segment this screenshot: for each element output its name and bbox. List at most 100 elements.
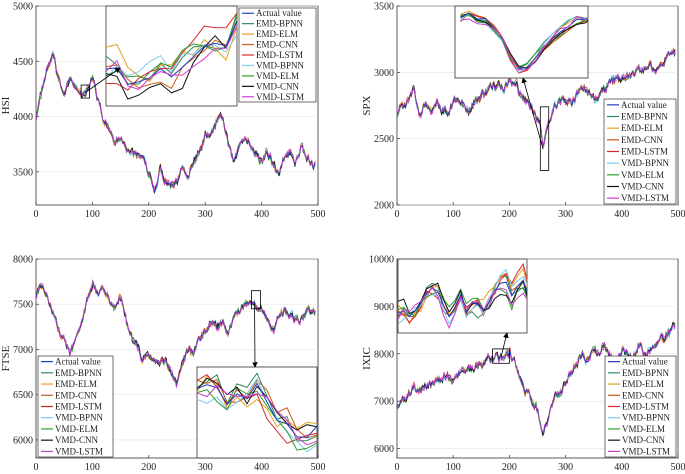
legend-entry: VMD-CNN: [55, 435, 99, 445]
legend-entry: EMD-LSTM: [621, 147, 668, 157]
legend-entry: Actual value: [55, 357, 101, 367]
zoom-region-box: [80, 84, 90, 99]
series-line-vmd-lstm: [36, 54, 316, 191]
x-tick-label: 400: [614, 462, 629, 473]
y-tick-label: 6500: [13, 390, 33, 401]
chart-panel-hsi: 0 100 200 300 400 500 3500 4000 4500 5000 HSI Actua…: [0, 2, 326, 221]
legend-entry: VMD-ELM: [621, 170, 664, 180]
x-tick-label: 500: [311, 209, 326, 220]
y-axis-label: SPX: [361, 95, 373, 115]
legend-entry: VMD-BPNN: [622, 413, 671, 423]
chart-panel-ftse: 0 100 200 300 400 500 6000 6500 7000 7500 8000 FTSE…: [0, 255, 326, 474]
x-tick-label: 0: [395, 209, 400, 220]
y-tick-label: 9000: [374, 302, 394, 313]
legend-entry: VMD-BPNN: [55, 413, 104, 423]
x-tick-label: 300: [558, 462, 573, 473]
series-line-vmd-lstm: [36, 281, 316, 388]
x-tick-label: 400: [254, 462, 269, 473]
legend-entry: EMD-CNN: [55, 390, 97, 400]
series-line-vmd-lstm: [397, 48, 676, 147]
chart-panel-spx: 0 100 200 300 400 500 2000 2500 3000 3500 SPX Actua…: [361, 2, 685, 221]
legend-entry: EMD-CNN: [621, 135, 663, 145]
x-tick-label: 200: [141, 462, 156, 473]
legend-entry: EMD-ELM: [622, 379, 664, 389]
legend-entry: EMD-ELM: [55, 379, 97, 389]
y-tick-label: 6000: [13, 435, 33, 446]
x-tick-label: 500: [671, 209, 685, 220]
inset-series-group: [106, 12, 237, 100]
legend-entry: EMD-BPNN: [621, 112, 669, 122]
y-axis-label: IXIC: [361, 347, 373, 370]
zoom-region-box: [492, 348, 510, 364]
x-tick-label: 500: [311, 462, 326, 473]
y-tick-label: 2500: [374, 134, 394, 145]
x-tick-label: 100: [85, 209, 100, 220]
series-line-actual-value: [36, 282, 316, 386]
x-tick-label: 400: [254, 209, 269, 220]
inset-series-line: [398, 279, 527, 318]
series-line-actual-value: [36, 52, 316, 194]
y-tick-label: 3000: [374, 68, 394, 79]
chart-panel-ixic: 0 100 200 300 400 500 6000 7000 8000 9000 10000 IXI…: [361, 255, 685, 474]
zoom-arrow: [85, 67, 121, 93]
legend-entry: VMD-CNN: [621, 182, 665, 192]
legend-entry: EMD-ELM: [256, 29, 298, 39]
y-tick-label: 8000: [13, 255, 33, 266]
y-tick-label: 5000: [13, 2, 33, 13]
x-tick-label: 0: [395, 462, 400, 473]
legend-entry: Actual value: [621, 100, 667, 110]
legend-entry: EMD-BPNN: [622, 368, 670, 378]
series-group: [36, 50, 316, 194]
x-tick-label: 500: [671, 462, 685, 473]
inset-series-line: [460, 15, 588, 71]
x-tick-label: 400: [614, 209, 629, 220]
y-tick-label: 7500: [13, 300, 33, 311]
legend-entry: VMD-ELM: [622, 424, 665, 434]
y-tick-label: 3500: [374, 2, 394, 13]
inset-frame: [105, 5, 238, 107]
inset-series-line: [460, 13, 588, 69]
inset-series-line: [197, 377, 317, 431]
x-tick-label: 300: [198, 209, 213, 220]
inset-series-line: [197, 377, 317, 453]
inset-frame: [196, 366, 318, 459]
y-tick-label: 10000: [369, 255, 394, 266]
legend-entry: EMD-LSTM: [55, 402, 102, 412]
legend-entry: EMD-BPNN: [256, 19, 304, 29]
x-tick-label: 200: [141, 209, 156, 220]
inset-series-line: [106, 20, 237, 89]
legend-entry: EMD-CNN: [256, 40, 298, 50]
zoom-region-box: [251, 290, 261, 310]
zoom-arrow: [521, 77, 544, 150]
legend-entry: EMD-LSTM: [622, 402, 669, 412]
legend-entry: EMD-ELM: [621, 123, 663, 133]
inset-series-line: [398, 268, 527, 326]
y-tick-label: 6000: [374, 444, 394, 455]
legend-entry: VMD-LSTM: [55, 446, 103, 456]
y-tick-label: 7000: [13, 345, 33, 356]
legend-entry: Actual value: [256, 8, 302, 18]
legend-entry: VMD-BPNN: [256, 60, 305, 70]
x-tick-label: 0: [34, 462, 39, 473]
inset-series-line: [398, 286, 527, 330]
y-tick-label: 7000: [374, 397, 394, 408]
x-tick-label: 300: [558, 209, 573, 220]
legend-entry: VMD-ELM: [256, 71, 299, 81]
series-group: [36, 278, 316, 388]
inset-series-line: [106, 25, 237, 90]
inset-series-line: [460, 12, 588, 69]
series-group: [397, 47, 676, 149]
legend-entry: VMD-ELM: [55, 424, 98, 434]
x-tick-label: 200: [502, 462, 517, 473]
inset-series-group: [197, 372, 317, 453]
legend-entry: Actual value: [622, 357, 668, 367]
legend-entry: VMD-CNN: [622, 435, 666, 445]
inset-series-line: [106, 15, 237, 81]
x-tick-label: 100: [85, 462, 100, 473]
inset-series-line: [106, 20, 237, 100]
y-tick-label: 4000: [13, 112, 33, 123]
inset-frame: [397, 258, 528, 334]
y-axis-label: FTSE: [0, 345, 12, 371]
y-tick-label: 3500: [13, 167, 33, 178]
x-tick-label: 0: [34, 209, 39, 220]
